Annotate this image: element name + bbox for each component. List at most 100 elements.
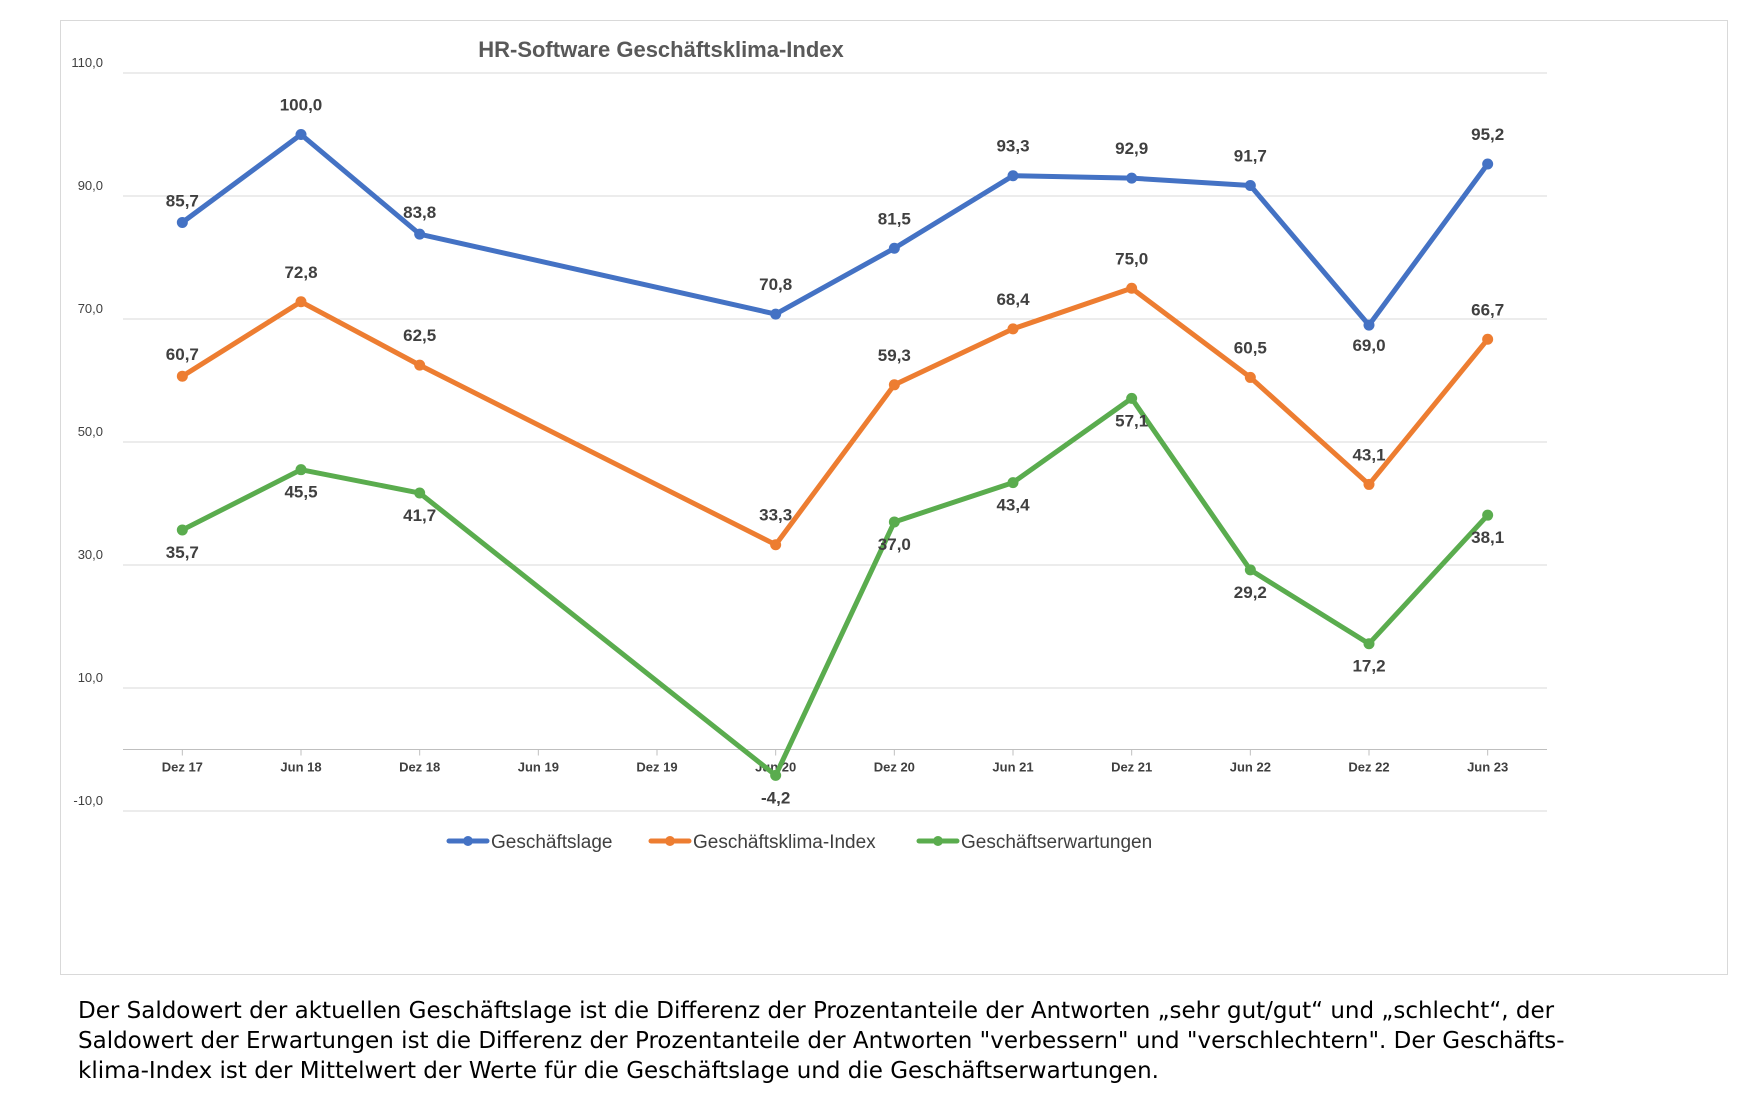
data-label: 95,2 xyxy=(1471,125,1504,144)
data-label: 59,3 xyxy=(878,346,911,365)
data-label: 41,7 xyxy=(403,506,436,525)
data-point xyxy=(1363,478,1375,490)
y-tick-label: 30,0 xyxy=(78,547,103,562)
x-tick-label: Dez 20 xyxy=(874,760,915,775)
x-tick-label: Jun 18 xyxy=(280,760,321,775)
x-tick-label: Jun 20 xyxy=(755,760,796,775)
x-tick-label: Jun 19 xyxy=(518,760,559,775)
data-point xyxy=(1482,158,1494,170)
y-tick-label: 90,0 xyxy=(78,178,103,193)
data-label: 57,1 xyxy=(1115,411,1148,430)
data-label: 45,5 xyxy=(284,483,317,502)
y-tick-label: 70,0 xyxy=(78,301,103,316)
data-label: 81,5 xyxy=(878,209,911,228)
data-point xyxy=(770,769,782,781)
data-point xyxy=(1126,282,1138,294)
chart-frame: HR-Software Geschäftsklima-Index 110,0 90… xyxy=(60,20,1728,975)
caption-line-2: Saldowert der Erwartungen ist die Differ… xyxy=(78,1028,1565,1054)
series-line xyxy=(179,395,1491,778)
line-chart: HR-Software Geschäftsklima-Index 110,0 90… xyxy=(71,37,1547,853)
data-point xyxy=(176,370,188,382)
x-tick-label: Jun 21 xyxy=(992,760,1033,775)
data-point xyxy=(176,524,188,536)
data-point xyxy=(888,242,900,254)
data-labels: 85,7 100,0 83,8 70,8 81,5 93,3 92,9 91,7 69,0 95,… xyxy=(166,96,1504,808)
data-point xyxy=(770,308,782,320)
data-point xyxy=(295,464,307,476)
data-point xyxy=(1126,172,1138,184)
data-point xyxy=(1007,323,1019,335)
data-label: 85,7 xyxy=(166,191,199,210)
data-point xyxy=(295,129,307,140)
data-point xyxy=(1363,319,1375,331)
legend-label: Geschäftslage xyxy=(491,832,612,853)
caption-line-3: klima-Index ist der Mittelwert der Werte… xyxy=(78,1058,1159,1084)
data-point xyxy=(1244,371,1256,383)
data-label: 37,0 xyxy=(878,535,911,554)
x-tick-label: Dez 19 xyxy=(636,760,677,775)
caption-line-1: Der Saldowert der aktuellen Geschäftslag… xyxy=(78,998,1555,1024)
y-tick-label: 50,0 xyxy=(78,424,103,439)
data-label: 35,7 xyxy=(166,543,199,562)
data-label: -4,2 xyxy=(761,788,790,807)
legend: Geschäftslage Geschäftsklima-Index Geschäf… xyxy=(446,832,1152,853)
data-point xyxy=(414,228,426,240)
x-tick-label: Dez 17 xyxy=(162,760,203,775)
chart-title: HR-Software Geschäftsklima-Index xyxy=(478,37,844,62)
data-point xyxy=(1007,170,1019,182)
data-label: 17,2 xyxy=(1352,657,1385,676)
series-line xyxy=(179,285,1491,548)
data-label: 43,1 xyxy=(1352,445,1385,464)
data-point xyxy=(1126,392,1138,404)
legend-marker xyxy=(933,836,943,846)
x-tick-label: Dez 22 xyxy=(1348,760,1389,775)
data-label: 93,3 xyxy=(996,137,1029,156)
data-label: 83,8 xyxy=(403,203,436,222)
x-tick-label: Jun 23 xyxy=(1467,760,1508,775)
x-tick-label: Dez 21 xyxy=(1111,760,1152,775)
data-point xyxy=(176,216,188,228)
series-line xyxy=(179,132,1491,328)
data-point xyxy=(1363,638,1375,650)
data-point xyxy=(1244,564,1256,576)
series xyxy=(176,129,1494,781)
data-point xyxy=(1482,509,1494,521)
data-label: 66,7 xyxy=(1471,300,1504,319)
legend-label: Geschäftserwartungen xyxy=(961,832,1152,853)
data-label: 91,7 xyxy=(1234,147,1267,166)
data-point xyxy=(295,296,307,308)
data-point xyxy=(888,516,900,528)
data-label: 62,5 xyxy=(403,326,436,345)
data-label: 43,4 xyxy=(996,496,1030,515)
x-tick-label: Jun 22 xyxy=(1230,760,1271,775)
y-tick-label: 110,0 xyxy=(71,55,103,70)
data-point xyxy=(1007,477,1019,489)
x-tick-label: Dez 18 xyxy=(399,760,440,775)
axes: 110,0 90,0 70,0 50,0 30,0 10,0 -10,0 Dez 17 Jun … xyxy=(71,55,1547,808)
data-label: 72,8 xyxy=(284,263,317,282)
data-label: 92,9 xyxy=(1115,139,1148,158)
data-label: 29,2 xyxy=(1234,583,1267,602)
legend-marker xyxy=(463,836,473,846)
data-label: 33,3 xyxy=(759,506,792,525)
data-label: 100,0 xyxy=(280,96,323,115)
data-point xyxy=(1244,180,1256,192)
data-label: 38,1 xyxy=(1471,528,1504,547)
data-point xyxy=(414,487,426,499)
data-point xyxy=(414,359,426,371)
y-tick-label: -10,0 xyxy=(73,793,103,808)
data-label: 70,8 xyxy=(759,275,792,294)
data-point xyxy=(770,539,782,551)
legend-marker xyxy=(665,836,675,846)
y-tick-label: 10,0 xyxy=(78,670,103,685)
gridlines xyxy=(123,72,1547,812)
data-label: 69,0 xyxy=(1352,336,1385,355)
data-label: 75,0 xyxy=(1115,249,1148,268)
data-point xyxy=(1482,333,1494,345)
data-label: 60,7 xyxy=(166,345,199,364)
data-point xyxy=(888,379,900,391)
data-label: 60,5 xyxy=(1234,338,1267,357)
legend-label: Geschäftsklima-Index xyxy=(693,832,876,853)
chart-caption: Der Saldowert der aktuellen Geschäftslag… xyxy=(78,996,1698,1086)
data-label: 68,4 xyxy=(996,290,1030,309)
